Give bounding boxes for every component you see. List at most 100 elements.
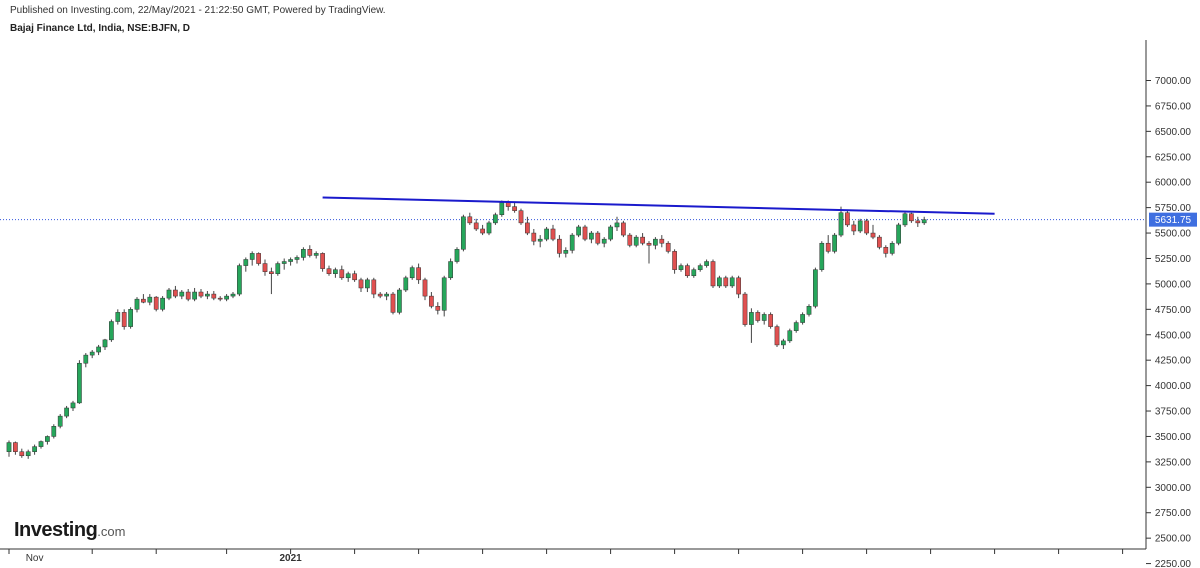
candle xyxy=(813,267,818,309)
candle xyxy=(57,414,63,429)
candle xyxy=(64,405,69,419)
candle xyxy=(262,259,268,276)
candle-body-down xyxy=(736,277,741,295)
y-tick-label: 7000.00 xyxy=(1155,76,1192,87)
candle-body-up xyxy=(806,306,812,315)
candle xyxy=(781,338,786,349)
candle xyxy=(531,228,537,246)
y-tick-label: 4500.00 xyxy=(1155,330,1192,341)
candle-body-up xyxy=(249,253,255,260)
logo-brand: Investing xyxy=(14,519,98,541)
published-caption: Published on Investing.com, 22/May/2021 … xyxy=(10,5,386,16)
candle-body-down xyxy=(774,326,780,346)
candle xyxy=(6,440,12,457)
candle-body-up xyxy=(57,415,63,427)
candle xyxy=(518,208,524,225)
candle xyxy=(166,287,172,301)
candle-body-up xyxy=(51,426,57,437)
candle xyxy=(333,267,338,278)
candle-body-up xyxy=(77,362,82,404)
candle xyxy=(486,220,492,236)
candle xyxy=(608,224,613,242)
y-tick-label: 5750.00 xyxy=(1155,203,1192,214)
candle-body-down xyxy=(307,249,313,256)
candle-body-down xyxy=(416,267,421,281)
candle-body-up xyxy=(96,346,101,353)
y-tick-label: 3000.00 xyxy=(1155,483,1192,494)
candle xyxy=(128,307,133,329)
trendline[interactable] xyxy=(322,196,995,215)
candle-body-down xyxy=(742,293,748,325)
candle xyxy=(313,251,319,259)
candle xyxy=(473,218,479,232)
candle xyxy=(749,308,754,343)
candle-body-down xyxy=(665,242,671,252)
candle xyxy=(851,220,857,236)
y-tick-label: 4250.00 xyxy=(1155,356,1192,367)
candle-body-up xyxy=(147,296,153,303)
candle xyxy=(621,220,626,238)
candle-body-up xyxy=(921,219,927,224)
candle xyxy=(537,235,543,248)
candle xyxy=(96,344,101,356)
y-tick-label: 2750.00 xyxy=(1155,508,1192,519)
candle xyxy=(595,231,601,246)
candle xyxy=(102,338,108,351)
candle xyxy=(19,448,25,458)
candle xyxy=(902,210,908,227)
candle-body-up xyxy=(838,212,844,236)
candle-body-down xyxy=(185,291,191,300)
candle-body-up xyxy=(64,407,69,417)
candle-body-down xyxy=(825,242,831,252)
candle-body-up xyxy=(902,213,908,226)
candle-body-up xyxy=(441,277,447,311)
candle-body-down xyxy=(685,265,690,277)
candle-body-down xyxy=(640,236,645,244)
candle xyxy=(761,312,767,325)
candle-body-up xyxy=(800,314,805,323)
candle-body-down xyxy=(621,222,626,236)
candle xyxy=(717,275,722,288)
candle-body-up xyxy=(633,236,639,246)
candle-body-down xyxy=(883,247,889,254)
candle xyxy=(525,216,530,236)
candle xyxy=(569,233,575,254)
candle-body-up xyxy=(832,234,837,252)
candle-body-up xyxy=(38,441,44,447)
candle-body-up xyxy=(787,330,793,342)
y-tick-label: 5000.00 xyxy=(1155,279,1192,290)
candle-body-down xyxy=(269,271,274,274)
y-tick-label: 2250.00 xyxy=(1155,559,1192,568)
candle xyxy=(179,290,185,300)
candle-body-down xyxy=(595,232,601,244)
candle xyxy=(550,224,556,242)
candle xyxy=(838,206,844,238)
candle-body-down xyxy=(845,212,850,226)
candle xyxy=(467,212,473,225)
candle-body-down xyxy=(646,242,652,246)
candle xyxy=(397,287,402,315)
candle xyxy=(870,224,876,240)
candle xyxy=(736,275,741,299)
candle-body-down xyxy=(723,277,729,287)
candle-body-up xyxy=(224,295,229,300)
candle-body-down xyxy=(211,293,217,299)
candle-body-up xyxy=(563,250,569,254)
candle-body-up xyxy=(333,269,338,274)
y-tick-label: 2500.00 xyxy=(1155,534,1192,545)
candle-body-up xyxy=(781,340,786,346)
candle xyxy=(141,294,146,304)
candle xyxy=(198,288,204,299)
candle xyxy=(192,287,197,302)
candle xyxy=(70,400,76,412)
candle xyxy=(461,214,466,252)
candle-body-down xyxy=(518,210,524,224)
candle xyxy=(774,324,780,347)
candle xyxy=(51,424,57,439)
candle xyxy=(249,251,255,266)
candle xyxy=(25,449,31,459)
candle xyxy=(819,241,825,272)
candle xyxy=(89,350,95,359)
candle-body-down xyxy=(550,228,556,240)
